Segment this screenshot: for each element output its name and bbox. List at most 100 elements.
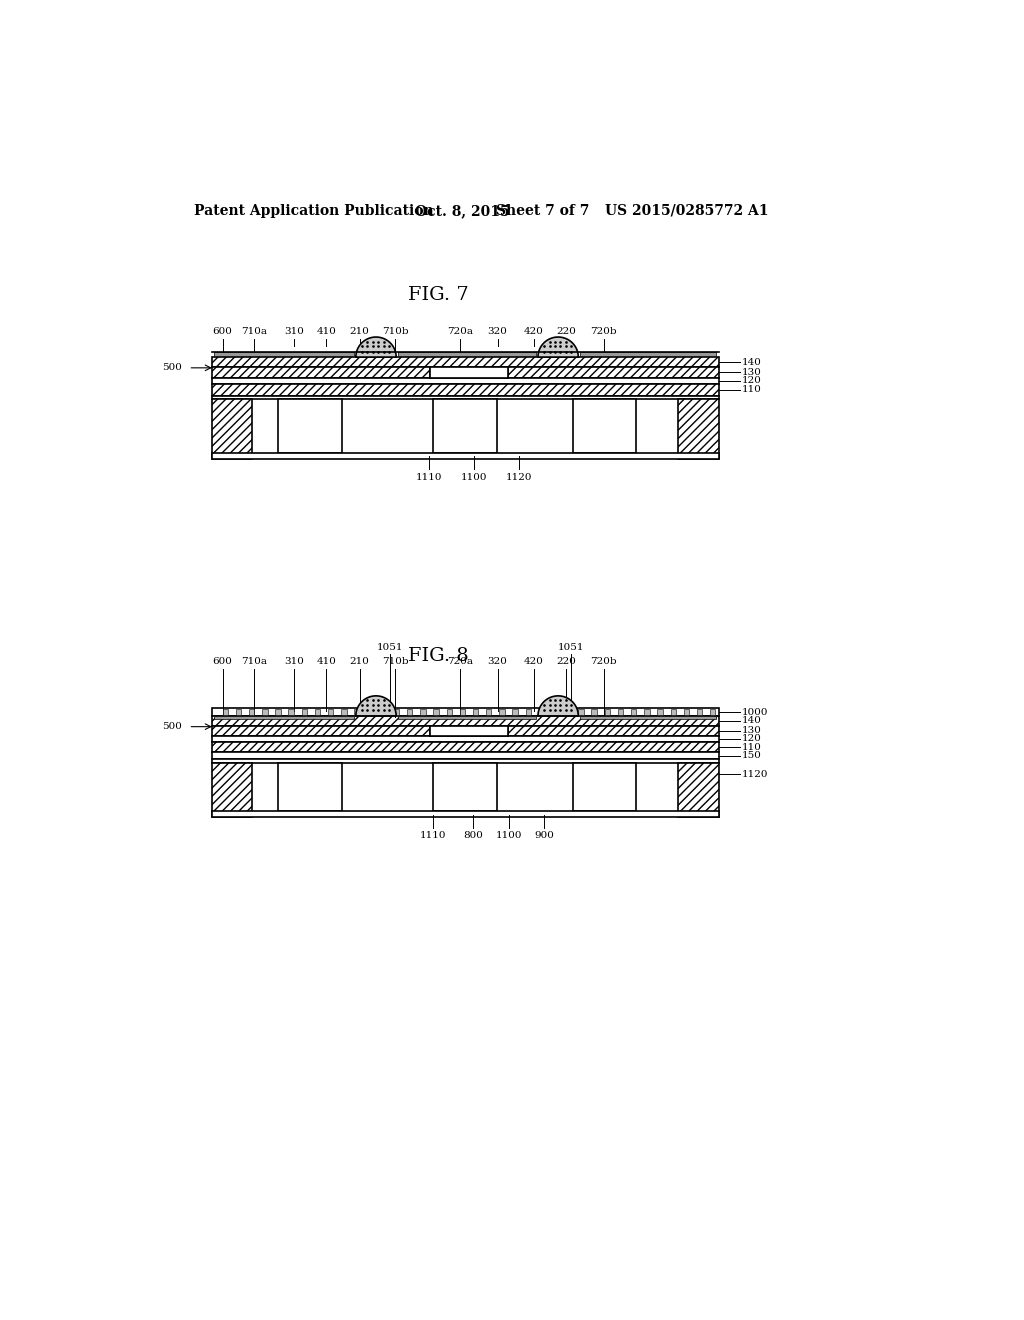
Bar: [354, 709, 359, 715]
Text: 500: 500: [163, 363, 182, 372]
Bar: [678, 400, 719, 459]
Bar: [212, 742, 719, 752]
Text: 710b: 710b: [382, 657, 409, 665]
Text: 710a: 710a: [242, 657, 267, 665]
Text: 1120: 1120: [741, 770, 768, 779]
Bar: [420, 709, 426, 715]
Bar: [397, 352, 537, 355]
Bar: [572, 763, 636, 810]
Bar: [592, 709, 597, 715]
Text: US 2015/0285772 A1: US 2015/0285772 A1: [604, 203, 768, 218]
Bar: [460, 709, 465, 715]
Bar: [275, 709, 281, 715]
Text: 320: 320: [487, 657, 508, 665]
Bar: [580, 352, 716, 355]
Polygon shape: [538, 696, 579, 715]
Bar: [433, 763, 497, 810]
Text: 720a: 720a: [446, 657, 473, 665]
Bar: [617, 709, 624, 715]
Bar: [394, 709, 399, 715]
Text: 110: 110: [741, 743, 762, 751]
Bar: [249, 709, 254, 715]
Bar: [212, 759, 719, 763]
Bar: [289, 709, 294, 715]
Bar: [214, 352, 354, 355]
Text: 310: 310: [284, 326, 304, 335]
Bar: [262, 709, 267, 715]
Bar: [508, 726, 719, 737]
Text: Patent Application Publication: Patent Application Publication: [194, 203, 433, 218]
Text: FIG. 7: FIG. 7: [408, 286, 468, 305]
Bar: [212, 358, 719, 367]
Text: 210: 210: [350, 326, 370, 335]
Bar: [212, 737, 719, 742]
Bar: [657, 709, 663, 715]
Text: 220: 220: [556, 326, 575, 335]
Text: 600: 600: [213, 326, 232, 335]
Text: 420: 420: [524, 326, 544, 335]
Bar: [500, 709, 505, 715]
Bar: [407, 709, 413, 715]
Bar: [644, 709, 649, 715]
Text: 1100: 1100: [496, 830, 522, 840]
Text: 1051: 1051: [377, 643, 403, 652]
Text: 320: 320: [487, 326, 508, 335]
Bar: [671, 709, 676, 715]
Text: 410: 410: [316, 326, 336, 335]
Bar: [341, 709, 346, 715]
Text: 140: 140: [741, 717, 762, 726]
Bar: [710, 709, 716, 715]
Bar: [212, 453, 719, 459]
Bar: [397, 715, 537, 719]
Bar: [212, 367, 430, 378]
Bar: [302, 709, 307, 715]
Text: 1120: 1120: [506, 473, 532, 482]
Bar: [631, 709, 636, 715]
Text: 1051: 1051: [558, 643, 585, 652]
Text: 1000: 1000: [741, 708, 768, 717]
Bar: [539, 709, 544, 715]
Text: 220: 220: [556, 657, 575, 665]
Bar: [433, 400, 497, 453]
Bar: [565, 709, 570, 715]
Bar: [212, 752, 719, 759]
Text: 1100: 1100: [461, 473, 487, 482]
Text: 500: 500: [163, 722, 182, 731]
Bar: [381, 709, 386, 715]
Text: 410: 410: [316, 657, 336, 665]
Text: 1110: 1110: [419, 830, 445, 840]
Bar: [508, 367, 719, 378]
Bar: [212, 763, 252, 817]
Bar: [572, 400, 636, 453]
Bar: [368, 709, 373, 715]
Polygon shape: [356, 337, 396, 358]
Bar: [678, 763, 719, 817]
Bar: [430, 726, 508, 737]
Text: 720b: 720b: [591, 326, 617, 335]
Bar: [212, 810, 719, 817]
Polygon shape: [538, 337, 579, 358]
Bar: [314, 709, 321, 715]
Bar: [214, 715, 354, 719]
Bar: [433, 709, 438, 715]
Text: 110: 110: [741, 385, 762, 395]
Text: FIG. 8: FIG. 8: [408, 647, 468, 665]
Bar: [328, 709, 334, 715]
Bar: [430, 367, 508, 378]
Text: 130: 130: [741, 726, 762, 735]
Bar: [212, 378, 719, 384]
Text: 150: 150: [741, 751, 762, 760]
Text: 720b: 720b: [591, 657, 617, 665]
Text: 130: 130: [741, 368, 762, 378]
Text: Sheet 7 of 7: Sheet 7 of 7: [496, 203, 590, 218]
Bar: [684, 709, 689, 715]
Bar: [525, 709, 531, 715]
Text: 900: 900: [535, 830, 554, 840]
Bar: [212, 400, 252, 459]
Bar: [486, 709, 492, 715]
Text: 710b: 710b: [382, 326, 409, 335]
Text: 120: 120: [741, 376, 762, 385]
Bar: [212, 726, 430, 737]
Text: 720a: 720a: [446, 326, 473, 335]
Polygon shape: [356, 696, 396, 715]
